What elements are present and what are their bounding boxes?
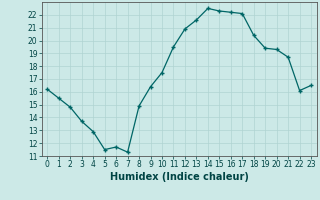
X-axis label: Humidex (Indice chaleur): Humidex (Indice chaleur) — [110, 172, 249, 182]
